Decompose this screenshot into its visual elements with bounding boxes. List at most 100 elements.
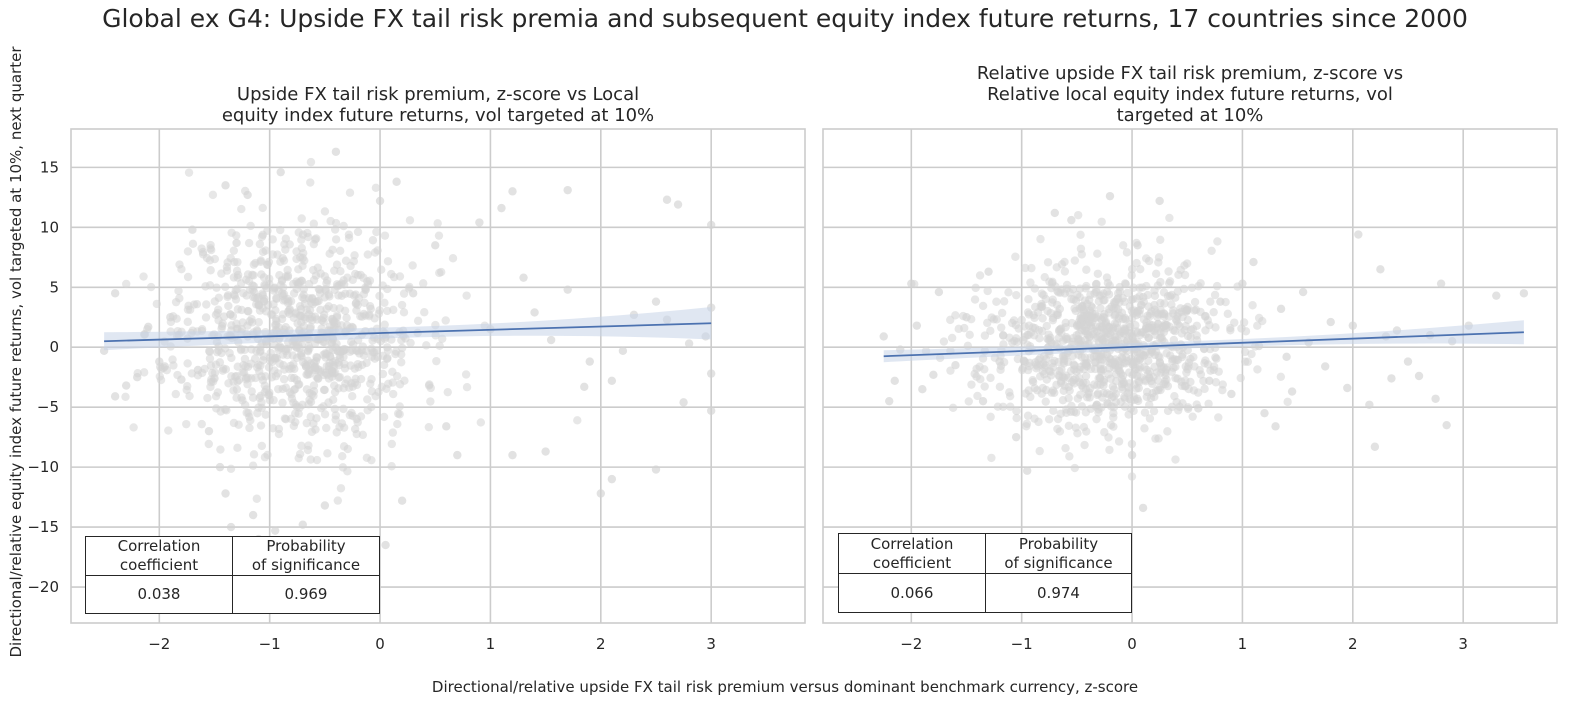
left-scatter-point — [232, 266, 242, 276]
right-scatter-point — [1127, 472, 1137, 481]
right-scatter-point — [1076, 230, 1085, 240]
right-scatter-point — [1150, 392, 1159, 402]
left-scatter-point — [206, 361, 216, 370]
right-scatter-point — [1431, 394, 1440, 403]
right-scatter-point — [1061, 334, 1071, 344]
right-scatter-point — [1140, 408, 1150, 417]
left-y-tick-label: 0 — [49, 338, 59, 356]
left-scatter-point — [303, 445, 313, 455]
right-scatter-point — [1100, 428, 1109, 437]
left-scatter-point — [339, 280, 349, 289]
right-scatter-point — [1014, 324, 1023, 333]
right-scatter-point — [918, 384, 927, 394]
left-scatter-point — [344, 230, 354, 239]
right-scatter-point — [1216, 297, 1225, 306]
left-scatter-point — [169, 361, 178, 370]
left-scatter-point — [408, 261, 417, 270]
left-scatter-point — [243, 190, 252, 200]
right-scatter-point — [1143, 369, 1153, 379]
left-scatter-point — [321, 349, 330, 358]
right-scatter-point — [960, 323, 969, 333]
right-scatter-point — [890, 376, 899, 385]
right-scatter-point — [885, 396, 894, 406]
right-scatter-point — [1050, 208, 1059, 218]
left-scatter-point — [319, 370, 329, 380]
left-scatter-point — [270, 526, 280, 535]
left-scatter-point — [334, 384, 343, 393]
right-scatter-point — [1120, 297, 1129, 306]
left-scatter-point — [462, 291, 471, 300]
left-scatter-point — [383, 257, 393, 266]
right-regression-line — [883, 331, 1524, 358]
right-scatter-point — [1149, 406, 1159, 416]
right-scatter-point — [1043, 258, 1053, 267]
right-scatter-point — [1144, 333, 1153, 343]
left-scatter-point — [350, 251, 359, 260]
left-scatter-point — [596, 489, 606, 498]
left-scatter-point — [278, 253, 287, 263]
left-scatter-point — [351, 299, 361, 308]
right-scatter-point — [946, 315, 955, 325]
right-scatter-point — [1376, 265, 1385, 274]
left-scatter-point — [382, 384, 391, 393]
left-scatter-point — [227, 353, 236, 363]
left-scatter-point — [214, 346, 223, 355]
right-scatter-point — [967, 380, 976, 389]
left-scatter-point — [271, 320, 280, 330]
left-scatter-point — [461, 370, 471, 379]
left-scatter-point — [201, 282, 210, 291]
right-scatter-point — [1206, 297, 1215, 306]
left-scatter-point — [271, 371, 281, 381]
right-scatter-point — [1028, 377, 1038, 387]
left-y-tick-label: 10 — [40, 218, 59, 236]
left-scatter-point — [381, 540, 390, 550]
right-scatter-point — [1160, 377, 1170, 386]
right-scatter-point — [971, 283, 980, 293]
right-scatter-point — [1053, 424, 1062, 434]
right-table-value-correlation: 0.066 — [838, 573, 986, 613]
left-scatter-point — [395, 410, 404, 419]
left-scatter-point — [508, 450, 517, 460]
left-scatter-point — [166, 313, 175, 322]
left-scatter-point — [260, 453, 270, 462]
right-scatter-point — [997, 323, 1006, 332]
right-scatter-point — [1011, 432, 1021, 442]
left-scatter-point — [244, 276, 254, 286]
left-scatter-point — [263, 260, 272, 269]
left-scatter-point — [263, 301, 273, 310]
left-scatter-point — [297, 349, 306, 358]
left-x-tick-label: 0 — [375, 635, 385, 653]
left-scatter-point — [352, 429, 361, 439]
right-scatter-point — [1117, 382, 1127, 392]
left-scatter-point — [264, 390, 273, 400]
left-scatter-point — [215, 358, 225, 367]
left-scatter-point — [372, 227, 381, 237]
left-scatter-point — [216, 445, 225, 454]
right-scatter-point — [1403, 357, 1413, 366]
left-scatter-point — [326, 216, 335, 226]
left-scatter-point — [231, 372, 240, 381]
right-scatter-point — [1173, 287, 1182, 296]
right-scatter-point — [1048, 316, 1058, 325]
left-scatter-point — [335, 350, 344, 359]
right-scatter-point — [1129, 392, 1139, 401]
x-axis-label: Directional/relative upside FX tail risk… — [431, 678, 1139, 696]
right-scatter-point — [993, 402, 1003, 411]
right-scatter-point — [1030, 284, 1040, 293]
right-scatter-point — [1387, 374, 1396, 383]
right-scatter-point — [1370, 442, 1380, 451]
right-scatter-point — [1128, 314, 1137, 323]
right-scatter-point — [1204, 399, 1213, 408]
right-scatter-point — [1013, 354, 1023, 364]
right-scatter-point — [1006, 402, 1015, 411]
left-y-tick-label: 15 — [40, 158, 59, 176]
left-scatter-point — [392, 347, 401, 356]
right-scatter-point — [1211, 378, 1221, 387]
right-scatter-point — [1102, 273, 1112, 282]
right-scatter-point — [1137, 328, 1146, 337]
right-x-tick-label: 3 — [1458, 635, 1468, 653]
left-scatter-point — [362, 453, 372, 463]
left-scatter-point — [244, 238, 254, 248]
left-scatter-point — [368, 236, 378, 245]
left-scatter-point — [206, 266, 215, 275]
